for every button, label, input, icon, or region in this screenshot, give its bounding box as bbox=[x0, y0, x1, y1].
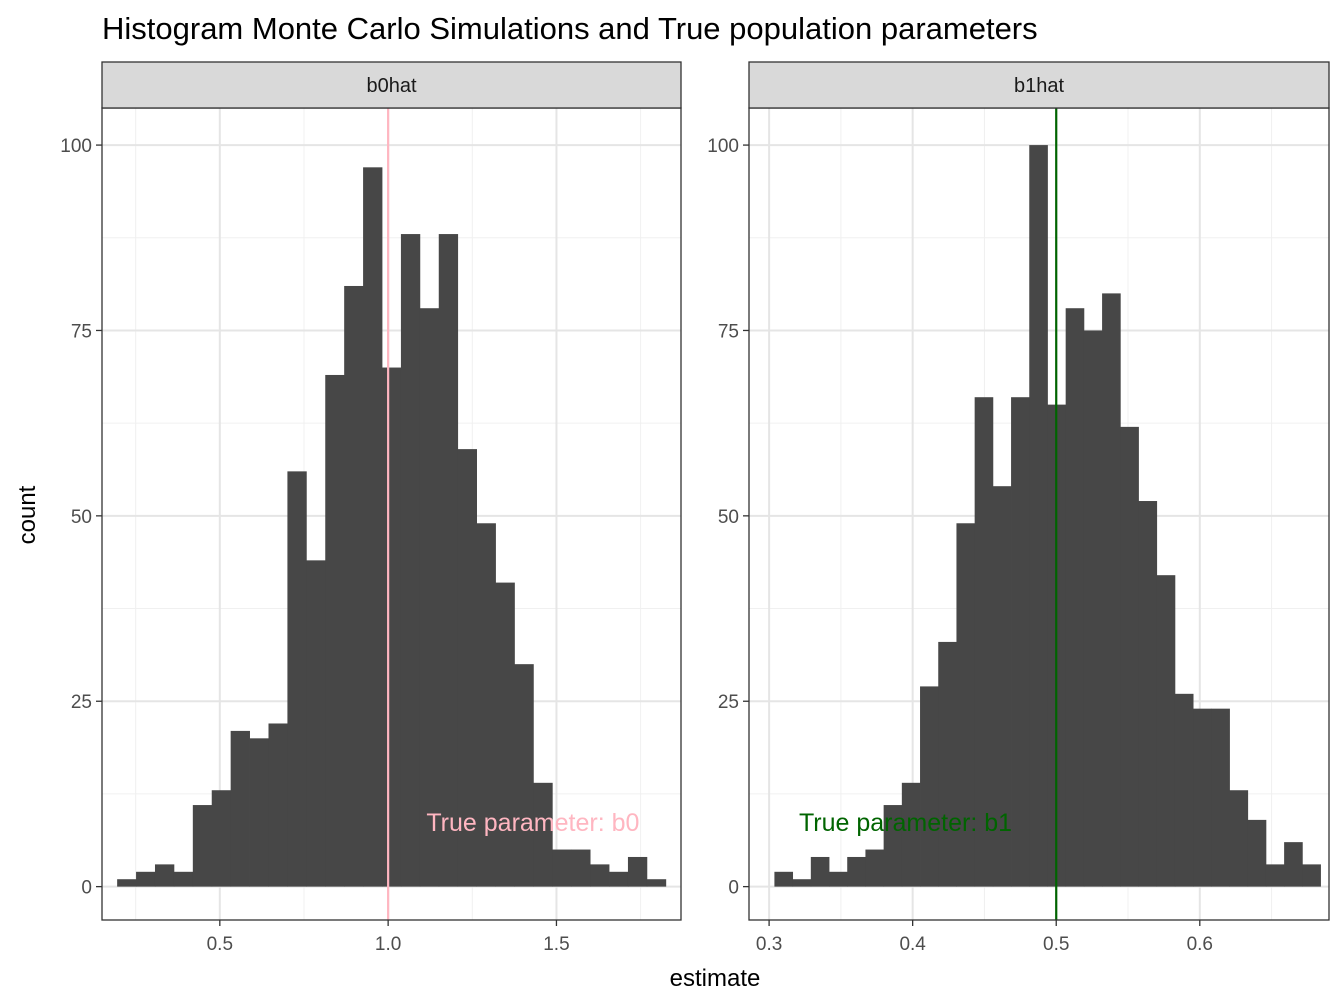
histogram-bar bbox=[956, 523, 976, 887]
histogram-bar bbox=[400, 234, 421, 887]
histogram-bar bbox=[287, 471, 307, 887]
x-axis: 0.5 1.0 1.5 bbox=[207, 920, 570, 955]
y-tick-label: 75 bbox=[71, 321, 92, 342]
histogram-bar bbox=[829, 871, 848, 887]
histogram-bar bbox=[495, 582, 515, 887]
y-tick-label: 100 bbox=[60, 136, 92, 157]
histogram-bar bbox=[1229, 790, 1249, 887]
x-tick-label: 0.3 bbox=[756, 934, 782, 955]
x-tick-label: 0.4 bbox=[899, 934, 926, 955]
x-tick-label: 0.6 bbox=[1187, 934, 1213, 955]
histogram-bar bbox=[938, 641, 957, 887]
histogram-bar bbox=[1083, 330, 1103, 887]
strip-label: b0hat bbox=[366, 75, 416, 97]
histogram-bar bbox=[1211, 708, 1230, 887]
y-tick-label: 50 bbox=[71, 507, 92, 528]
histogram-bar bbox=[590, 864, 610, 887]
histogram-bar bbox=[646, 879, 667, 887]
histogram-bar bbox=[438, 234, 459, 887]
histogram-bar bbox=[268, 723, 288, 887]
histogram-bar bbox=[117, 879, 137, 887]
histogram-bar bbox=[1193, 708, 1212, 887]
histogram-bar bbox=[1284, 842, 1303, 887]
histogram-bar bbox=[306, 560, 326, 887]
histogram-bar bbox=[230, 730, 250, 887]
x-axis: 0.3 0.4 0.5 0.6 bbox=[756, 920, 1213, 955]
panel-b0hat: True parameter: b0 b0hat 0 25 50 75 100 0.5 1… bbox=[60, 61, 682, 955]
y-tick-label: 75 bbox=[718, 321, 739, 342]
histogram-bar bbox=[154, 864, 175, 887]
histogram-bar bbox=[1029, 145, 1048, 887]
x-tick-label: 1.0 bbox=[375, 934, 401, 955]
histogram-bar bbox=[792, 879, 812, 887]
x-tick-label: 0.5 bbox=[207, 934, 233, 955]
histogram-bar bbox=[1120, 426, 1139, 887]
histogram-bar bbox=[1102, 293, 1121, 887]
x-axis-title: estimate bbox=[670, 965, 761, 992]
y-axis: 0 25 50 75 100 bbox=[60, 136, 102, 899]
strip-background bbox=[748, 61, 1330, 109]
histogram-bar bbox=[552, 849, 572, 887]
y-tick-label: 0 bbox=[728, 878, 739, 899]
histogram-bar bbox=[774, 871, 794, 887]
histogram-bar bbox=[847, 856, 866, 887]
bars bbox=[117, 167, 667, 887]
histogram-bar bbox=[571, 849, 591, 887]
histogram-bar bbox=[974, 397, 994, 887]
y-tick-label: 0 bbox=[81, 878, 92, 899]
histogram-bar bbox=[173, 871, 194, 887]
histogram-bar bbox=[1156, 575, 1176, 887]
y-axis-title: count bbox=[14, 485, 41, 544]
histogram-bar bbox=[514, 664, 534, 887]
strip-background bbox=[101, 61, 682, 109]
histogram-bar bbox=[1174, 693, 1194, 887]
histogram-bar bbox=[1247, 819, 1267, 887]
histogram-bar bbox=[865, 849, 885, 887]
histogram-bar bbox=[344, 285, 364, 887]
y-axis: 0 25 50 75 100 bbox=[707, 136, 749, 899]
chart-title: Histogram Monte Carlo Simulations and Tr… bbox=[102, 11, 1038, 46]
x-tick-label: 0.5 bbox=[1043, 934, 1069, 955]
histogram-bar bbox=[920, 686, 939, 887]
x-tick-label: 1.5 bbox=[543, 934, 569, 955]
histogram-bar bbox=[192, 805, 213, 887]
histogram-bar bbox=[810, 856, 830, 887]
y-tick-label: 25 bbox=[718, 692, 739, 713]
histogram-bar bbox=[901, 782, 921, 887]
histogram-bar bbox=[476, 523, 496, 887]
histogram-bar bbox=[325, 374, 345, 887]
histogram-bar bbox=[1265, 864, 1285, 887]
y-tick-label: 100 bbox=[707, 136, 739, 157]
histogram-bar bbox=[382, 367, 402, 887]
histogram-bar bbox=[1302, 864, 1321, 887]
histogram-bar bbox=[533, 782, 553, 887]
histogram-bar bbox=[992, 486, 1012, 887]
histogram-bar bbox=[419, 308, 440, 887]
histogram-bar bbox=[609, 871, 629, 887]
histogram-bar bbox=[883, 805, 903, 887]
y-tick-label: 50 bbox=[718, 507, 739, 528]
histogram-bar bbox=[211, 790, 232, 887]
strip-label: b1hat bbox=[1014, 75, 1064, 97]
histogram-bar bbox=[1011, 397, 1030, 887]
true-parameter-label: True parameter: b1 bbox=[799, 809, 1012, 837]
histogram-bar bbox=[457, 449, 477, 887]
histogram-bar bbox=[249, 738, 269, 887]
true-parameter-label: True parameter: b0 bbox=[426, 809, 639, 837]
histogram-bar bbox=[363, 167, 383, 887]
histogram-bar bbox=[1138, 501, 1158, 887]
histogram-bar bbox=[136, 871, 156, 887]
histogram-bar bbox=[627, 856, 648, 887]
y-tick-label: 25 bbox=[71, 692, 92, 713]
histogram-bar bbox=[1065, 308, 1085, 887]
